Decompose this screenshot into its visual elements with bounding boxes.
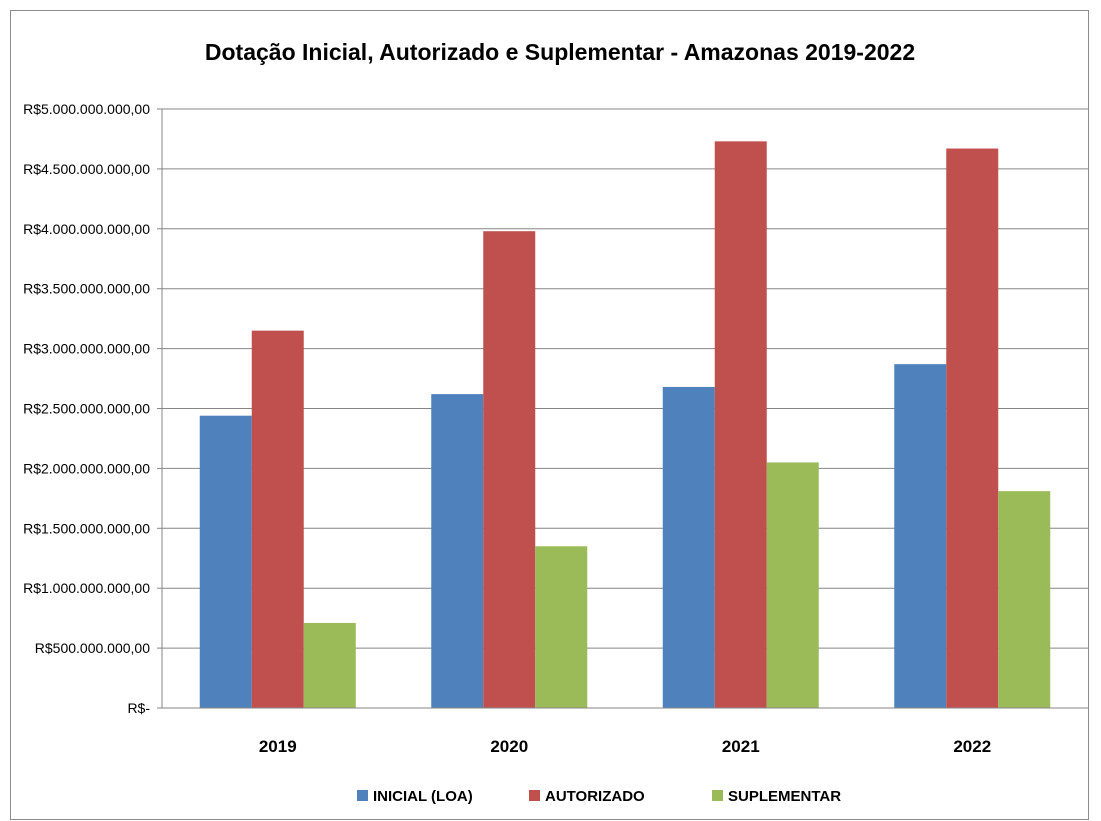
bar-inicial-loa-2020 <box>431 394 484 708</box>
bar-autorizado-2020 <box>483 231 536 709</box>
bar-suplementar-2019 <box>303 622 356 708</box>
legend-swatch <box>357 790 368 801</box>
y-tick-label: R$4.500.000.000,00 <box>23 161 150 177</box>
chart-title: Dotação Inicial, Autorizado e Suplementa… <box>205 39 915 65</box>
y-tick-label: R$2.000.000.000,00 <box>23 460 150 476</box>
x-tick-label: 2019 <box>259 737 297 756</box>
x-tick-label: 2020 <box>490 737 528 756</box>
y-tick-label: R$1.500.000.000,00 <box>23 520 150 536</box>
bar-autorizado-2021 <box>714 141 767 708</box>
y-tick-label: R$1.000.000.000,00 <box>23 580 150 596</box>
x-axis: 2019 2020 2021 2022 <box>162 707 1088 756</box>
bar-inicial-loa-2022 <box>894 364 947 708</box>
bar-autorizado-2022 <box>946 148 999 708</box>
y-tick-label: R$3.000.000.000,00 <box>23 341 150 357</box>
legend-label: INICIAL (LOA) <box>373 788 473 805</box>
legend-label: AUTORIZADO <box>545 788 645 805</box>
y-tick-label: R$2.500.000.000,00 <box>23 401 150 417</box>
legend-swatch <box>529 790 540 801</box>
y-axis-ticks: R$- R$500.000.000,00 R$1.000.000.000,00 R$1… <box>23 101 163 716</box>
x-tick-label: 2021 <box>722 737 760 756</box>
bar-suplementar-2022 <box>998 491 1051 708</box>
legend-label: SUPLEMENTAR <box>728 788 841 805</box>
bar-inicial-loa-2021 <box>662 386 715 708</box>
y-tick-label: R$5.000.000.000,00 <box>23 101 150 117</box>
y-tick-label: R$- <box>127 700 150 716</box>
bar-suplementar-2020 <box>535 546 588 708</box>
bars <box>199 141 1051 709</box>
legend-swatch <box>712 790 723 801</box>
y-tick-label: R$4.000.000.000,00 <box>23 221 150 237</box>
bar-suplementar-2021 <box>766 462 819 708</box>
x-tick-label: 2022 <box>953 737 991 756</box>
y-tick-label: R$500.000.000,00 <box>35 640 150 656</box>
y-tick-label: R$3.500.000.000,00 <box>23 281 150 297</box>
bar-inicial-loa-2019 <box>199 415 252 708</box>
legend: INICIAL (LOA) AUTORIZADO SUPLEMENTAR <box>357 788 841 805</box>
bar-autorizado-2019 <box>251 330 304 708</box>
